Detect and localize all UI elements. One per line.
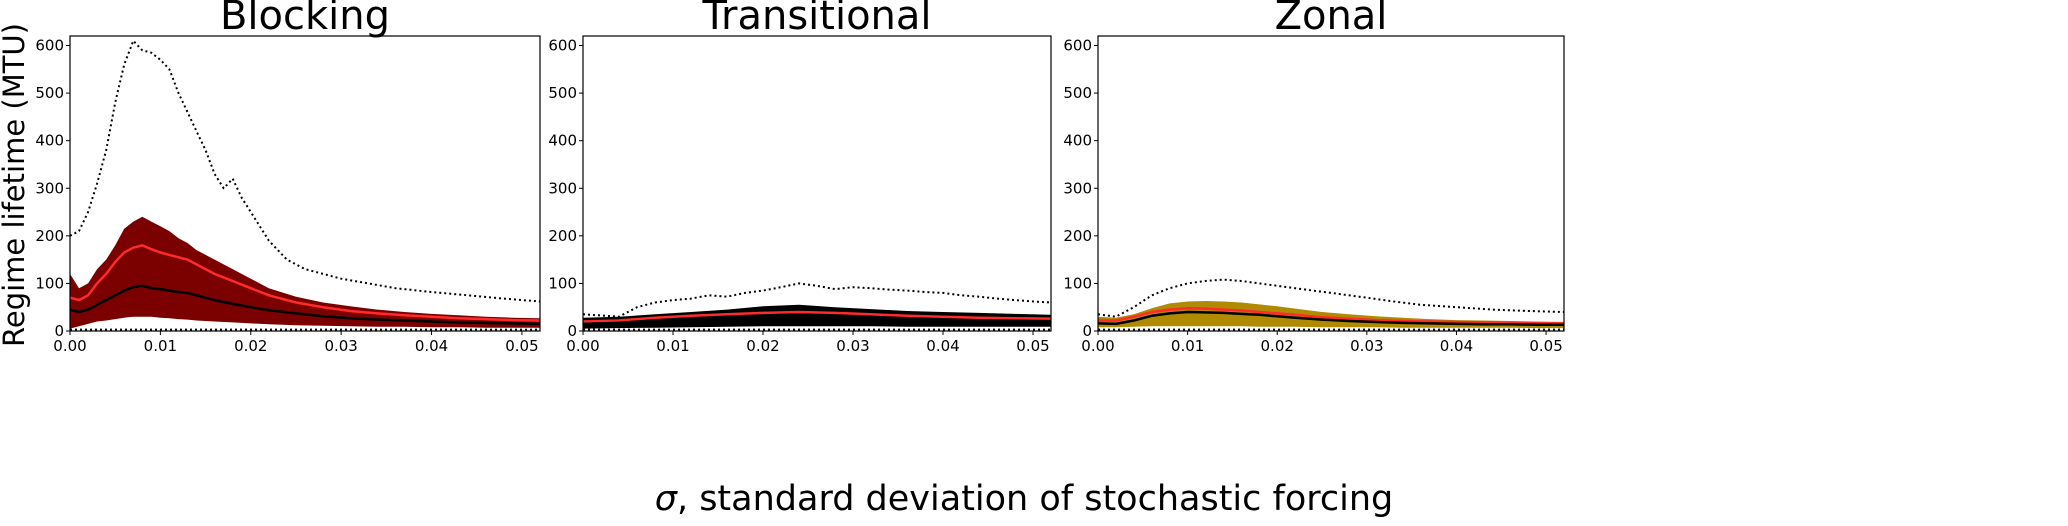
xtick-label-transitional: 0.02 xyxy=(746,337,779,355)
ytick-label-transitional: 500 xyxy=(548,84,577,102)
panel-transitional: 0 100 200 300 400 500 600 0.00 0.01 0.02 0.03 0.04 0… xyxy=(548,0,1052,355)
xtick-label-blocking: 0.02 xyxy=(234,337,267,355)
xtick-label-blocking: 0.00 xyxy=(53,337,86,355)
xtick-label-zonal: 0.04 xyxy=(1440,337,1473,355)
ytick-label-transitional: 300 xyxy=(548,179,577,197)
axes-frame-zonal xyxy=(1097,35,1565,332)
xtick-label-zonal: 0.05 xyxy=(1529,337,1562,355)
ytick-label-zonal: 400 xyxy=(1063,132,1092,150)
panels: 0 100 200 300 400 500 600 0.00 0.01 0.02 0.03 0.04 0… xyxy=(35,0,1565,355)
mean-line-blocking xyxy=(70,244,540,322)
ytick-label-transitional: 200 xyxy=(548,227,577,245)
xtick-label-transitional: 0.04 xyxy=(926,337,959,355)
xtick-label-transitional: 0.03 xyxy=(836,337,869,355)
median-line-blocking xyxy=(70,284,540,326)
ytick-label-blocking: 500 xyxy=(35,84,64,102)
ytick-label-zonal: 300 xyxy=(1063,179,1092,197)
axes-frame-blocking xyxy=(69,35,541,332)
xtick-label-transitional: 0.01 xyxy=(656,337,689,355)
max-line-blocking xyxy=(70,39,540,303)
panel-title-transitional: Transitional xyxy=(701,0,931,39)
xtick-label-zonal: 0.00 xyxy=(1081,337,1114,355)
max-line-transitional xyxy=(583,282,1051,318)
x-axis-label-symbol: σ xyxy=(655,479,679,519)
ytick-label-blocking: 600 xyxy=(35,37,64,55)
plot-area-transitional xyxy=(583,282,1051,331)
ytick-label-blocking: 400 xyxy=(35,132,64,150)
xtick-label-transitional: 0.05 xyxy=(1016,337,1049,355)
ytick-label-zonal: 500 xyxy=(1063,84,1092,102)
ytick-label-transitional: 100 xyxy=(548,274,577,292)
ytick-label-zonal: 200 xyxy=(1063,227,1092,245)
axes-frame-transitional xyxy=(582,35,1052,332)
xtick-label-transitional: 0.00 xyxy=(566,337,599,355)
ytick-label-zonal: 0 xyxy=(1082,322,1092,340)
xtick-label-zonal: 0.03 xyxy=(1350,337,1383,355)
ytick-label-blocking: 100 xyxy=(35,274,64,292)
panel-title-blocking: Blocking xyxy=(220,0,390,39)
ytick-label-blocking: 0 xyxy=(54,322,64,340)
xtick-label-zonal: 0.01 xyxy=(1171,337,1204,355)
plot-area-blocking xyxy=(70,39,540,331)
mean-line-transitional xyxy=(583,310,1051,323)
xtick-label-zonal: 0.02 xyxy=(1261,337,1294,355)
ytick-label-blocking: 300 xyxy=(35,179,64,197)
median-line-zonal xyxy=(1098,310,1564,327)
panel-title-zonal: Zonal xyxy=(1275,0,1388,39)
mean-line-zonal xyxy=(1098,306,1564,325)
ytick-label-transitional: 600 xyxy=(548,37,577,55)
band-blocking xyxy=(70,216,540,329)
median-line-transitional xyxy=(583,315,1051,326)
max-line-zonal xyxy=(1098,278,1564,318)
ytick-label-zonal: 600 xyxy=(1063,37,1092,55)
plot-area-zonal xyxy=(1098,278,1564,331)
xtick-label-blocking: 0.05 xyxy=(505,337,538,355)
x-axis-label: σ, standard deviation of stochastic forc… xyxy=(655,479,1394,519)
panel-zonal: 0 100 200 300 400 500 600 0.00 0.01 0.02 0.03 0.04 0… xyxy=(1063,0,1565,355)
ytick-label-transitional: 400 xyxy=(548,132,577,150)
ytick-label-blocking: 200 xyxy=(35,227,64,245)
y-axis-label: Regime lifetime (MTU) xyxy=(0,23,31,347)
ytick-label-zonal: 100 xyxy=(1063,274,1092,292)
x-axis-label-text: , standard deviation of stochastic forci… xyxy=(677,479,1393,519)
xtick-label-blocking: 0.01 xyxy=(144,337,177,355)
ytick-label-transitional: 0 xyxy=(567,322,577,340)
panel-blocking: 0 100 200 300 400 500 600 0.00 0.01 0.02 0.03 0.04 0… xyxy=(35,0,541,355)
xtick-label-blocking: 0.04 xyxy=(415,337,448,355)
xtick-label-blocking: 0.03 xyxy=(324,337,357,355)
